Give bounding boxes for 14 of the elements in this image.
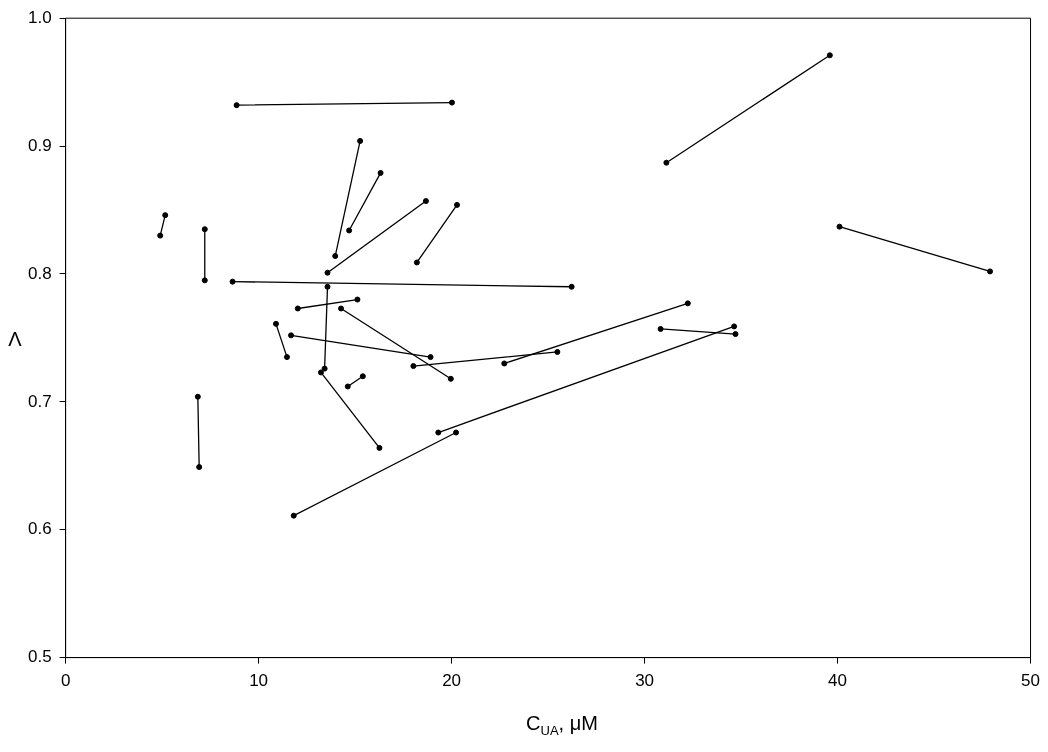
- x-tick-label: 0: [60, 671, 71, 691]
- y-tick-label: 0.8: [27, 263, 52, 283]
- y-tick-label: 0.5: [27, 647, 52, 667]
- x-tick-label: 10: [249, 671, 269, 691]
- y-tick-label: 0.6: [27, 519, 52, 539]
- y-tick-label: 1.0: [27, 7, 52, 27]
- y-tick-label: 0.7: [27, 391, 52, 411]
- x-tick-label: 40: [828, 671, 848, 691]
- x-tick-label: 20: [442, 671, 462, 691]
- x-tick-label: 50: [1021, 671, 1041, 691]
- x-axis-title: C$_{UA}$, μM: [525, 712, 599, 738]
- y-axis-title: Λ: [7, 328, 23, 351]
- y-tick-label: 0.9: [27, 135, 52, 155]
- x-tick-label: 30: [635, 671, 655, 691]
